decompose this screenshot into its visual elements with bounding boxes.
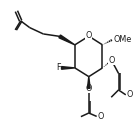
Text: O: O — [86, 84, 92, 93]
Text: O: O — [98, 112, 104, 121]
Text: O: O — [126, 90, 133, 99]
Text: O: O — [86, 31, 92, 40]
Text: F: F — [56, 63, 60, 72]
Polygon shape — [88, 77, 90, 88]
Text: O: O — [108, 56, 114, 65]
Text: OMe: OMe — [114, 35, 132, 44]
Polygon shape — [59, 35, 75, 45]
Polygon shape — [61, 67, 75, 69]
